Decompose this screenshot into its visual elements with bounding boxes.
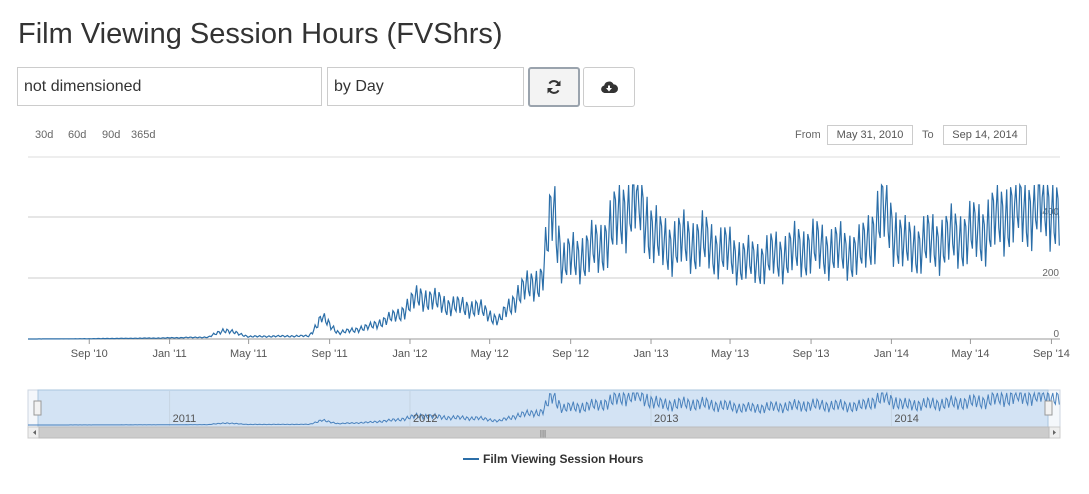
from-label: From	[795, 129, 821, 141]
x-tick-label: May '14	[951, 348, 989, 360]
x-tick-label: Sep '11	[312, 348, 348, 360]
x-tick-label: Jan '14	[874, 348, 909, 360]
navigator-handle-right	[1044, 400, 1053, 416]
granularity-select[interactable]: by Day	[327, 67, 524, 106]
chart-legend[interactable]: Film Viewing Session Hours	[463, 452, 643, 466]
x-tick-label: Jan '11	[152, 348, 186, 360]
navigator-series-line	[28, 391, 1060, 426]
x-tick-label: Sep '10	[71, 348, 108, 360]
x-tick-label: May '11	[230, 348, 267, 360]
legend-swatch	[463, 458, 479, 460]
y-tick-label: 200	[1042, 268, 1059, 279]
download-button[interactable]	[583, 67, 635, 107]
page-title: Film Viewing Session Hours (FVShrs)	[18, 18, 503, 50]
x-tick-label: Sep '12	[552, 348, 589, 360]
range-button-365d[interactable]: 365d	[131, 129, 156, 141]
scroll-right-arrow	[1053, 430, 1056, 435]
x-tick-label: Sep '13	[793, 348, 830, 360]
x-tick-label: Jan '12	[392, 348, 427, 360]
series-line-film-viewing-session-hours	[28, 182, 1060, 340]
range-button-60d[interactable]: 60d	[68, 129, 87, 141]
scrollbar-thumb	[38, 426, 1050, 439]
legend-label: Film Viewing Session Hours	[483, 452, 644, 466]
refresh-button[interactable]	[528, 67, 580, 107]
dimension-select[interactable]: not dimensioned	[17, 67, 322, 106]
range-button-30d[interactable]: 30d	[35, 129, 54, 141]
scroll-left-arrow	[33, 430, 36, 435]
navigator-year-label: 2014	[894, 413, 918, 425]
x-tick-label: May '13	[711, 348, 749, 360]
x-tick-label: May '12	[471, 348, 509, 360]
refresh-icon	[547, 80, 561, 94]
x-tick-label: Jan '13	[633, 348, 668, 360]
range-button-90d[interactable]: 90d	[102, 129, 121, 141]
to-label: To	[922, 129, 934, 141]
navigator-year-label: 2013	[654, 413, 678, 425]
navigator-year-label: 2012	[413, 413, 437, 425]
x-tick-label: Sep '14	[1033, 348, 1070, 360]
navigator-year-label: 2011	[173, 413, 197, 425]
to-date-input[interactable]: Sep 14, 2014	[943, 125, 1027, 145]
from-date-input[interactable]: May 31, 2010	[827, 125, 913, 145]
scrollbar-grip: |||	[540, 429, 546, 438]
y-tick-label: 400	[1042, 207, 1059, 218]
cloud-download-icon	[601, 81, 618, 93]
navigator-handle-left	[33, 400, 42, 416]
y-tick-label: 0	[1053, 329, 1059, 340]
